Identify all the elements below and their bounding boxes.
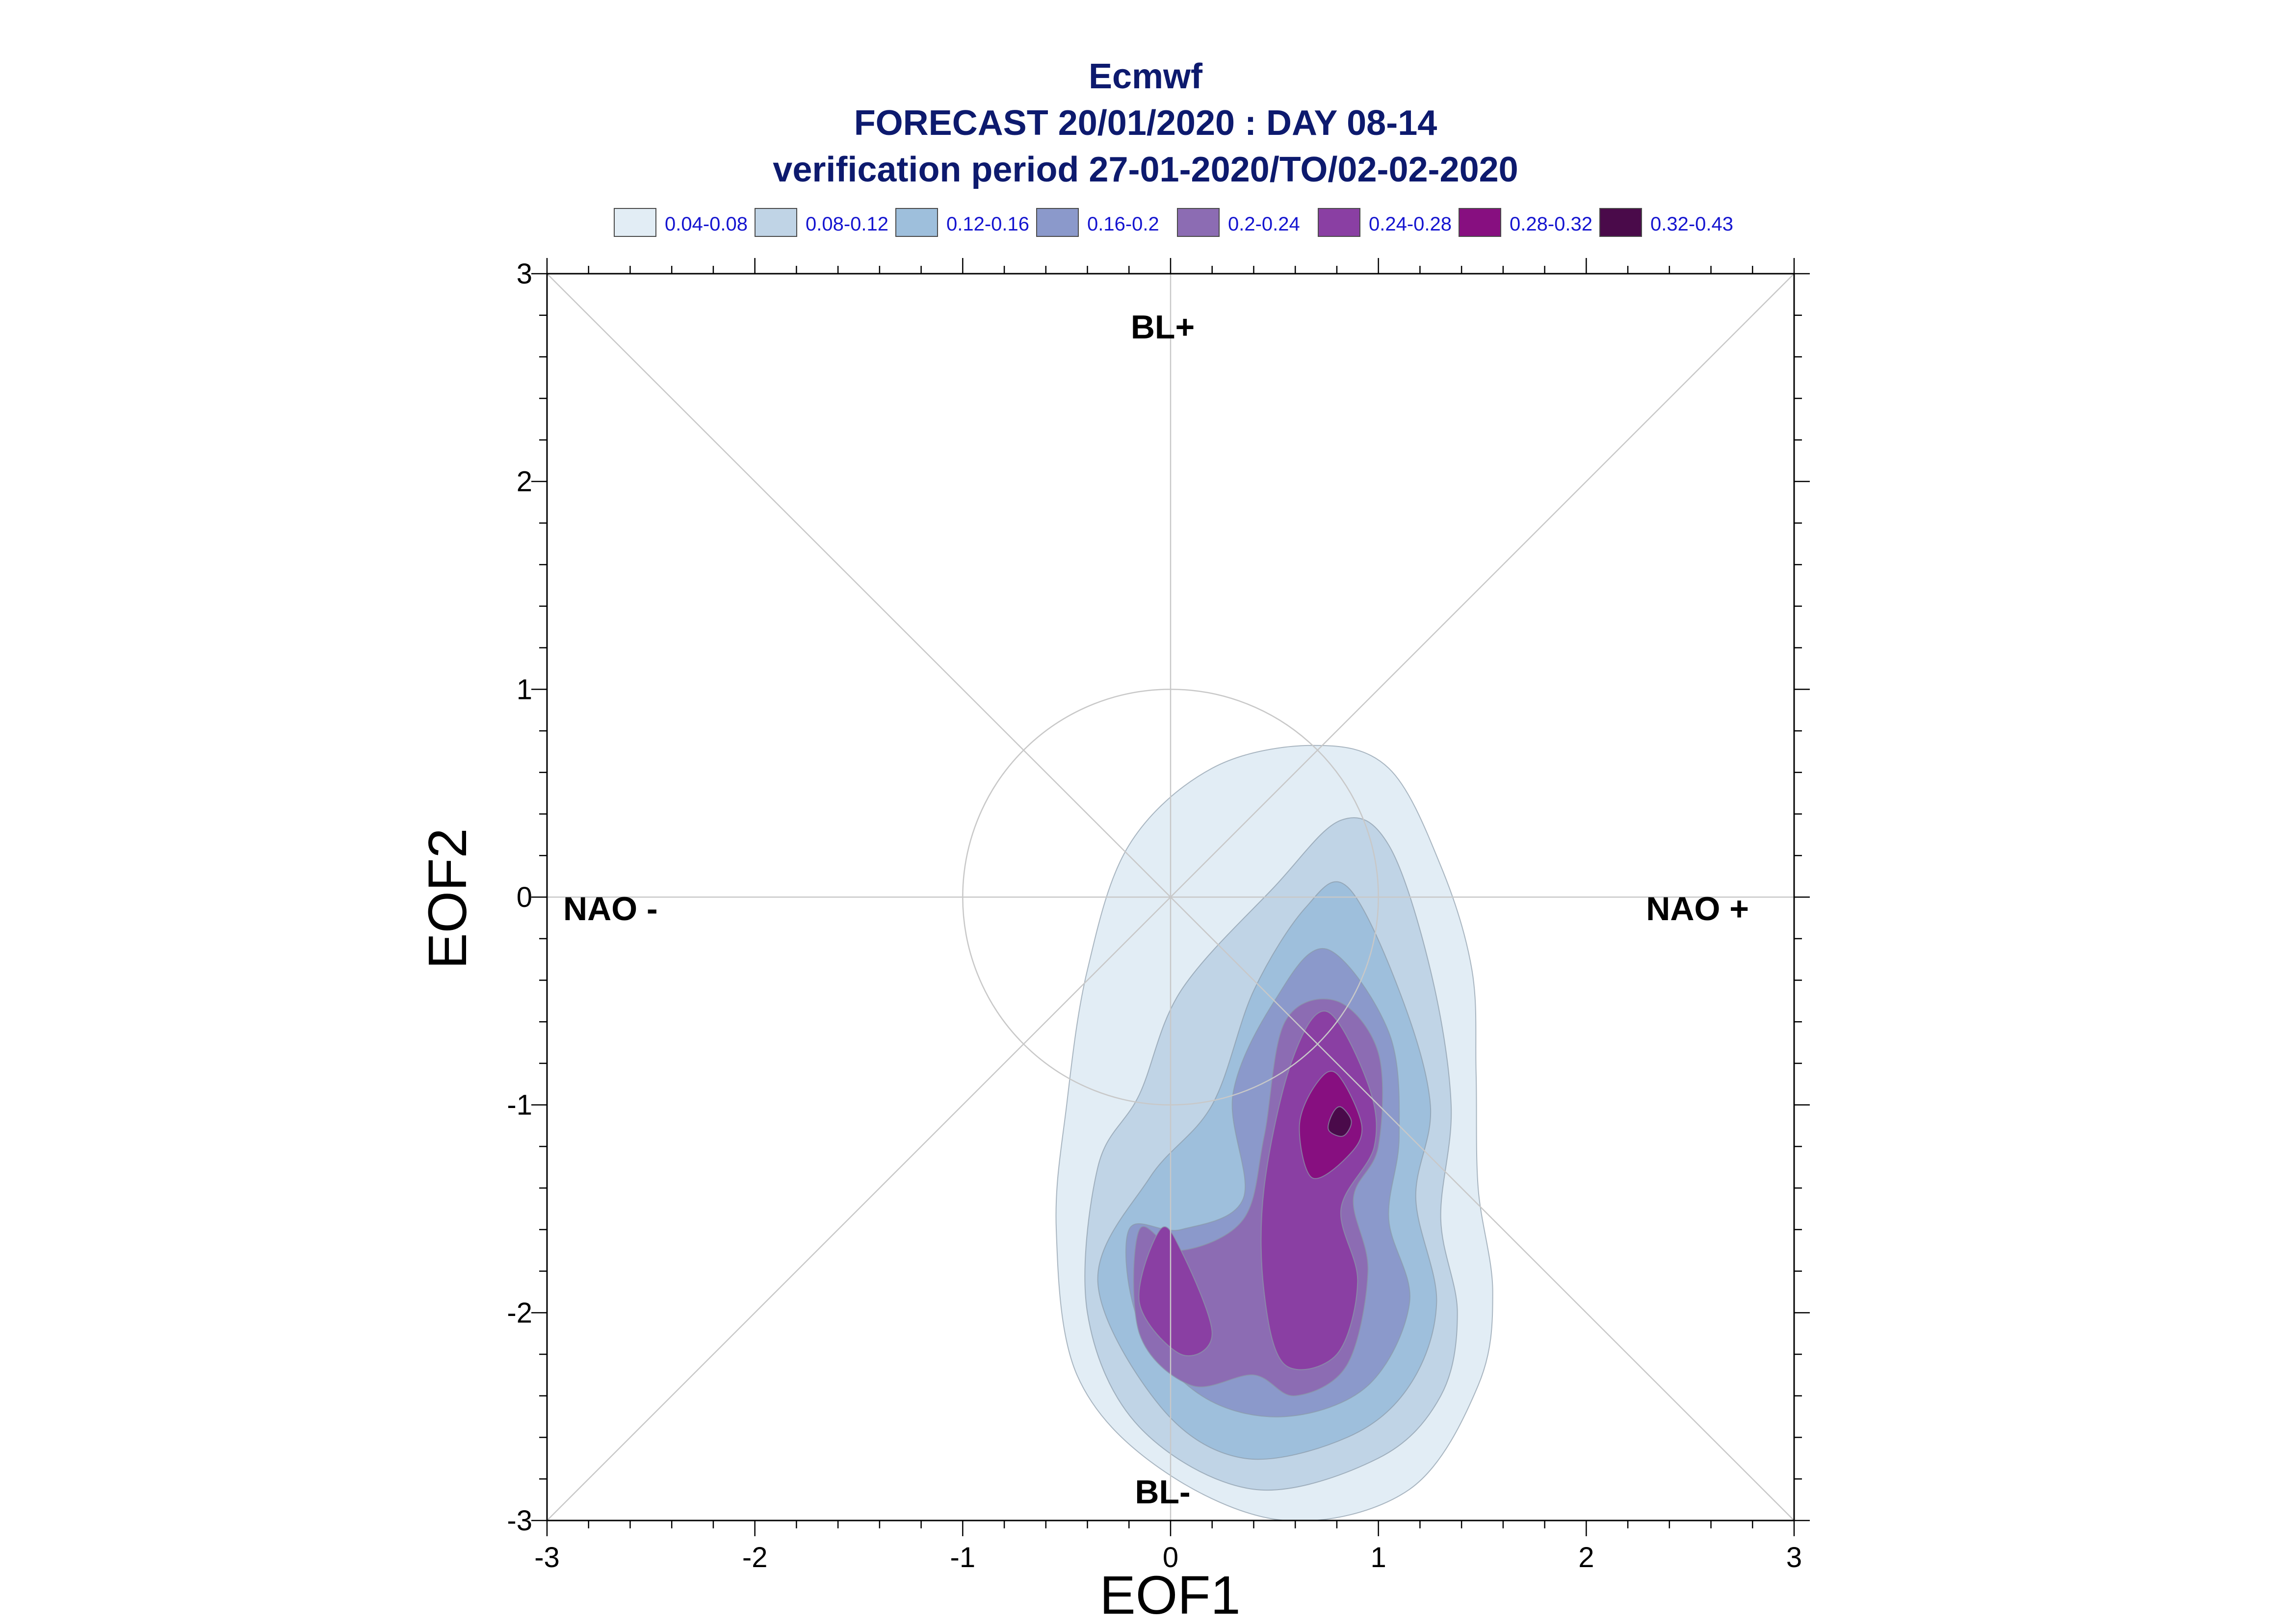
contour-fills	[1055, 745, 1493, 1521]
contour-0.32-0.43-8	[1328, 1106, 1352, 1137]
legend-swatch	[1599, 208, 1642, 237]
x-tick-label: 2	[1578, 1542, 1594, 1573]
region-label-left: NAO -	[563, 890, 658, 928]
x-tick-label: -2	[742, 1542, 768, 1573]
legend-label: 0.2-0.24	[1228, 213, 1300, 235]
legend-label: 0.32-0.43	[1650, 213, 1733, 235]
x-axis-label: EOF1	[1099, 1565, 1240, 1624]
legend-swatch	[1318, 208, 1360, 237]
chart-title-line-3: verification period 27-01-2020/TO/02-02-…	[773, 150, 1518, 189]
chart-title-line-1: Ecmwf	[1089, 57, 1203, 96]
y-tick-label: -1	[507, 1089, 532, 1121]
y-tick-label: -2	[507, 1297, 532, 1329]
y-tick-label: 1	[517, 673, 532, 705]
x-tick-label: 1	[1371, 1542, 1386, 1573]
legend-swatch	[895, 208, 938, 237]
contour-0.24-0.28-6	[1138, 1226, 1213, 1357]
y-axis-label: EOF2	[417, 828, 478, 969]
y-tick-label: 3	[517, 258, 532, 290]
chart-title-line-2: FORECAST 20/01/2020 : DAY 08-14	[854, 103, 1437, 143]
legend-label: 0.24-0.28	[1369, 213, 1452, 235]
grid-lines	[547, 273, 1795, 1521]
legend-swatch	[755, 208, 797, 237]
x-tick-label: 3	[1786, 1542, 1802, 1573]
legend-label: 0.08-0.12	[806, 213, 888, 235]
region-label-right: NAO +	[1646, 890, 1749, 928]
legend-label: 0.16-0.2	[1087, 213, 1159, 235]
region-labels: BL+ BL- NAO - NAO +	[563, 309, 1749, 1511]
legend-swatch	[1036, 208, 1079, 237]
y-tick-label: 0	[517, 881, 532, 913]
y-tick-label: -3	[507, 1505, 532, 1537]
legend-label: 0.04-0.08	[665, 213, 748, 235]
chart-titles: Ecmwf FORECAST 20/01/2020 : DAY 08-14 ve…	[773, 57, 1518, 189]
legend-swatch	[1177, 208, 1220, 237]
plot-area: -3 -2 -1 0 1 2 3 -3 -2 -1 0 1 2 3 BL+ BL- NAO - NAO +	[507, 258, 1810, 1573]
legend: 0.04-0.08 0.08-0.12 0.12-0.16 0.16-0.2 0.2-0…	[614, 208, 1733, 237]
reference-circle	[962, 689, 1379, 1106]
x-tick-label: -1	[950, 1542, 976, 1573]
region-label-bottom: BL-	[1135, 1473, 1190, 1511]
region-label-top: BL+	[1131, 309, 1195, 346]
legend-swatch	[1459, 208, 1501, 237]
x-tick-label: -3	[534, 1542, 560, 1573]
axes: -3 -2 -1 0 1 2 3 -3 -2 -1 0 1 2 3	[507, 258, 1810, 1573]
legend-swatch	[614, 208, 656, 237]
legend-label: 0.12-0.16	[946, 213, 1029, 235]
y-tick-label: 2	[517, 466, 532, 498]
legend-label: 0.28-0.32	[1510, 213, 1592, 235]
x-tick-label: 0	[1163, 1542, 1178, 1573]
